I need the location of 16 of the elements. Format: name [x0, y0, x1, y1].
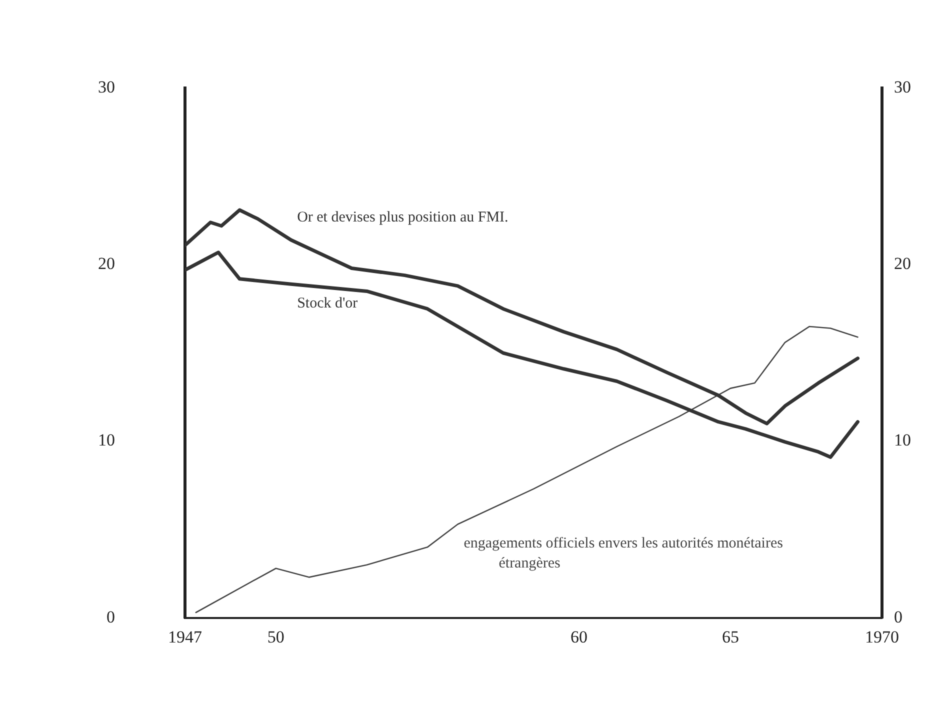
- y2-tick-label: 10: [894, 430, 911, 450]
- series-label: engagements officiels envers les autorités monétaires étrangères: [464, 536, 784, 572]
- y2-tick-label: 0: [894, 607, 902, 626]
- x-tick-label: 65: [722, 627, 739, 646]
- y-tick-label: 30: [98, 78, 115, 97]
- x-tick-label: 50: [267, 627, 284, 646]
- series-label: Or et devises plus position au FMI.: [297, 209, 508, 226]
- y2-tick-label: 20: [894, 254, 911, 274]
- y-tick-label: 10: [98, 430, 115, 450]
- series-label: Stock d'or: [297, 296, 358, 312]
- y-tick-label: 0: [106, 607, 115, 626]
- y2-tick-label: 30: [894, 78, 911, 97]
- x-tick-label: 1947: [168, 627, 202, 646]
- x-tick-label: 60: [570, 627, 588, 646]
- x-tick-label: 1970: [865, 627, 899, 646]
- y-tick-label: 20: [98, 254, 115, 274]
